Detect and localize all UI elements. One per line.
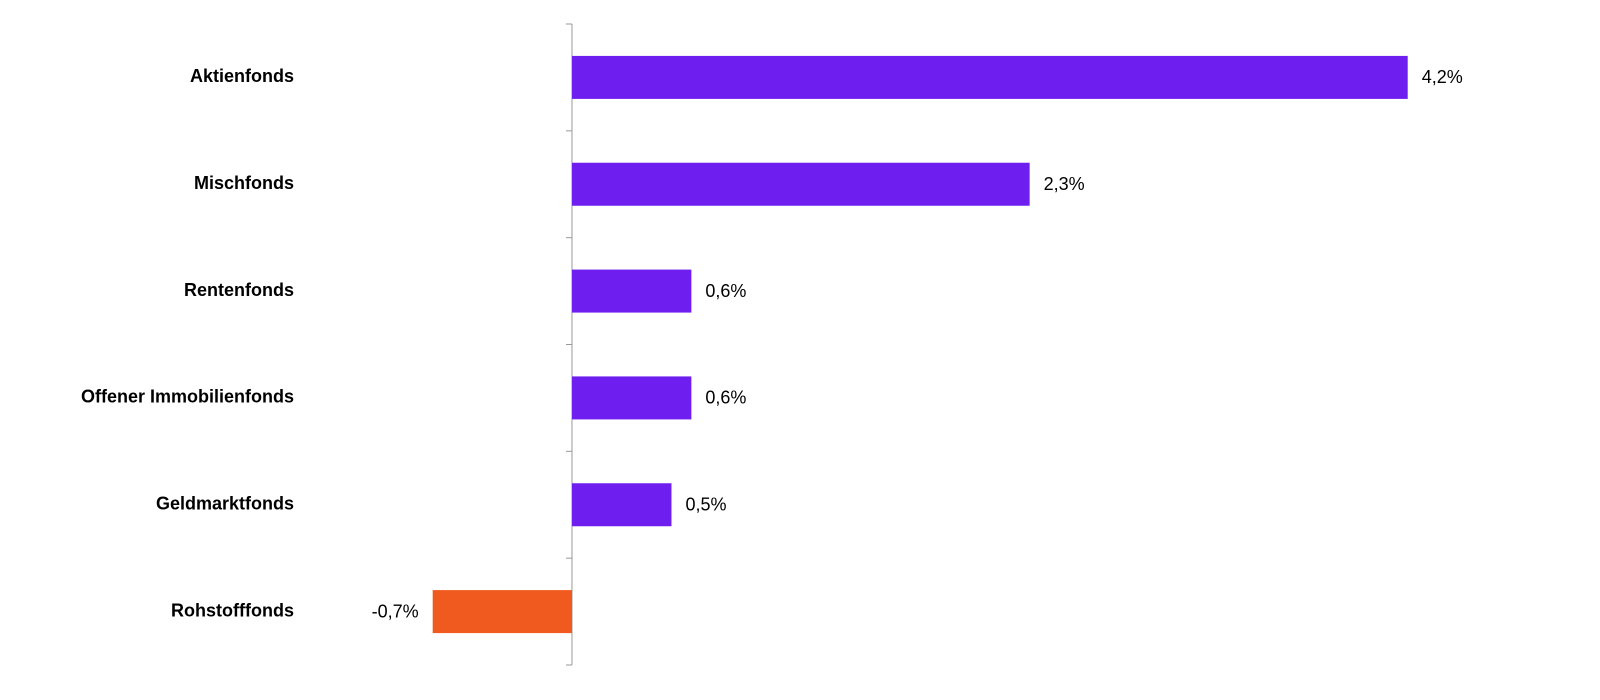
value-label: 0,5% xyxy=(685,495,726,515)
bar xyxy=(571,376,692,420)
category-label: Rohstofffonds xyxy=(171,600,294,620)
bar xyxy=(571,55,1408,99)
category-label: Offener Immobilienfonds xyxy=(81,387,294,407)
value-label: 4,2% xyxy=(1422,67,1463,87)
category-label: Rentenfonds xyxy=(184,280,294,300)
value-label: 0,6% xyxy=(705,281,746,301)
bar xyxy=(432,590,572,634)
category-label: Mischfonds xyxy=(194,173,294,193)
bar xyxy=(571,483,672,527)
category-label: Aktienfonds xyxy=(190,66,294,86)
bar xyxy=(571,269,692,313)
category-label: Geldmarktfonds xyxy=(156,494,294,514)
value-label: 0,6% xyxy=(705,388,746,408)
bar xyxy=(571,162,1030,206)
value-label: -0,7% xyxy=(372,601,419,621)
value-label: 2,3% xyxy=(1044,174,1085,194)
